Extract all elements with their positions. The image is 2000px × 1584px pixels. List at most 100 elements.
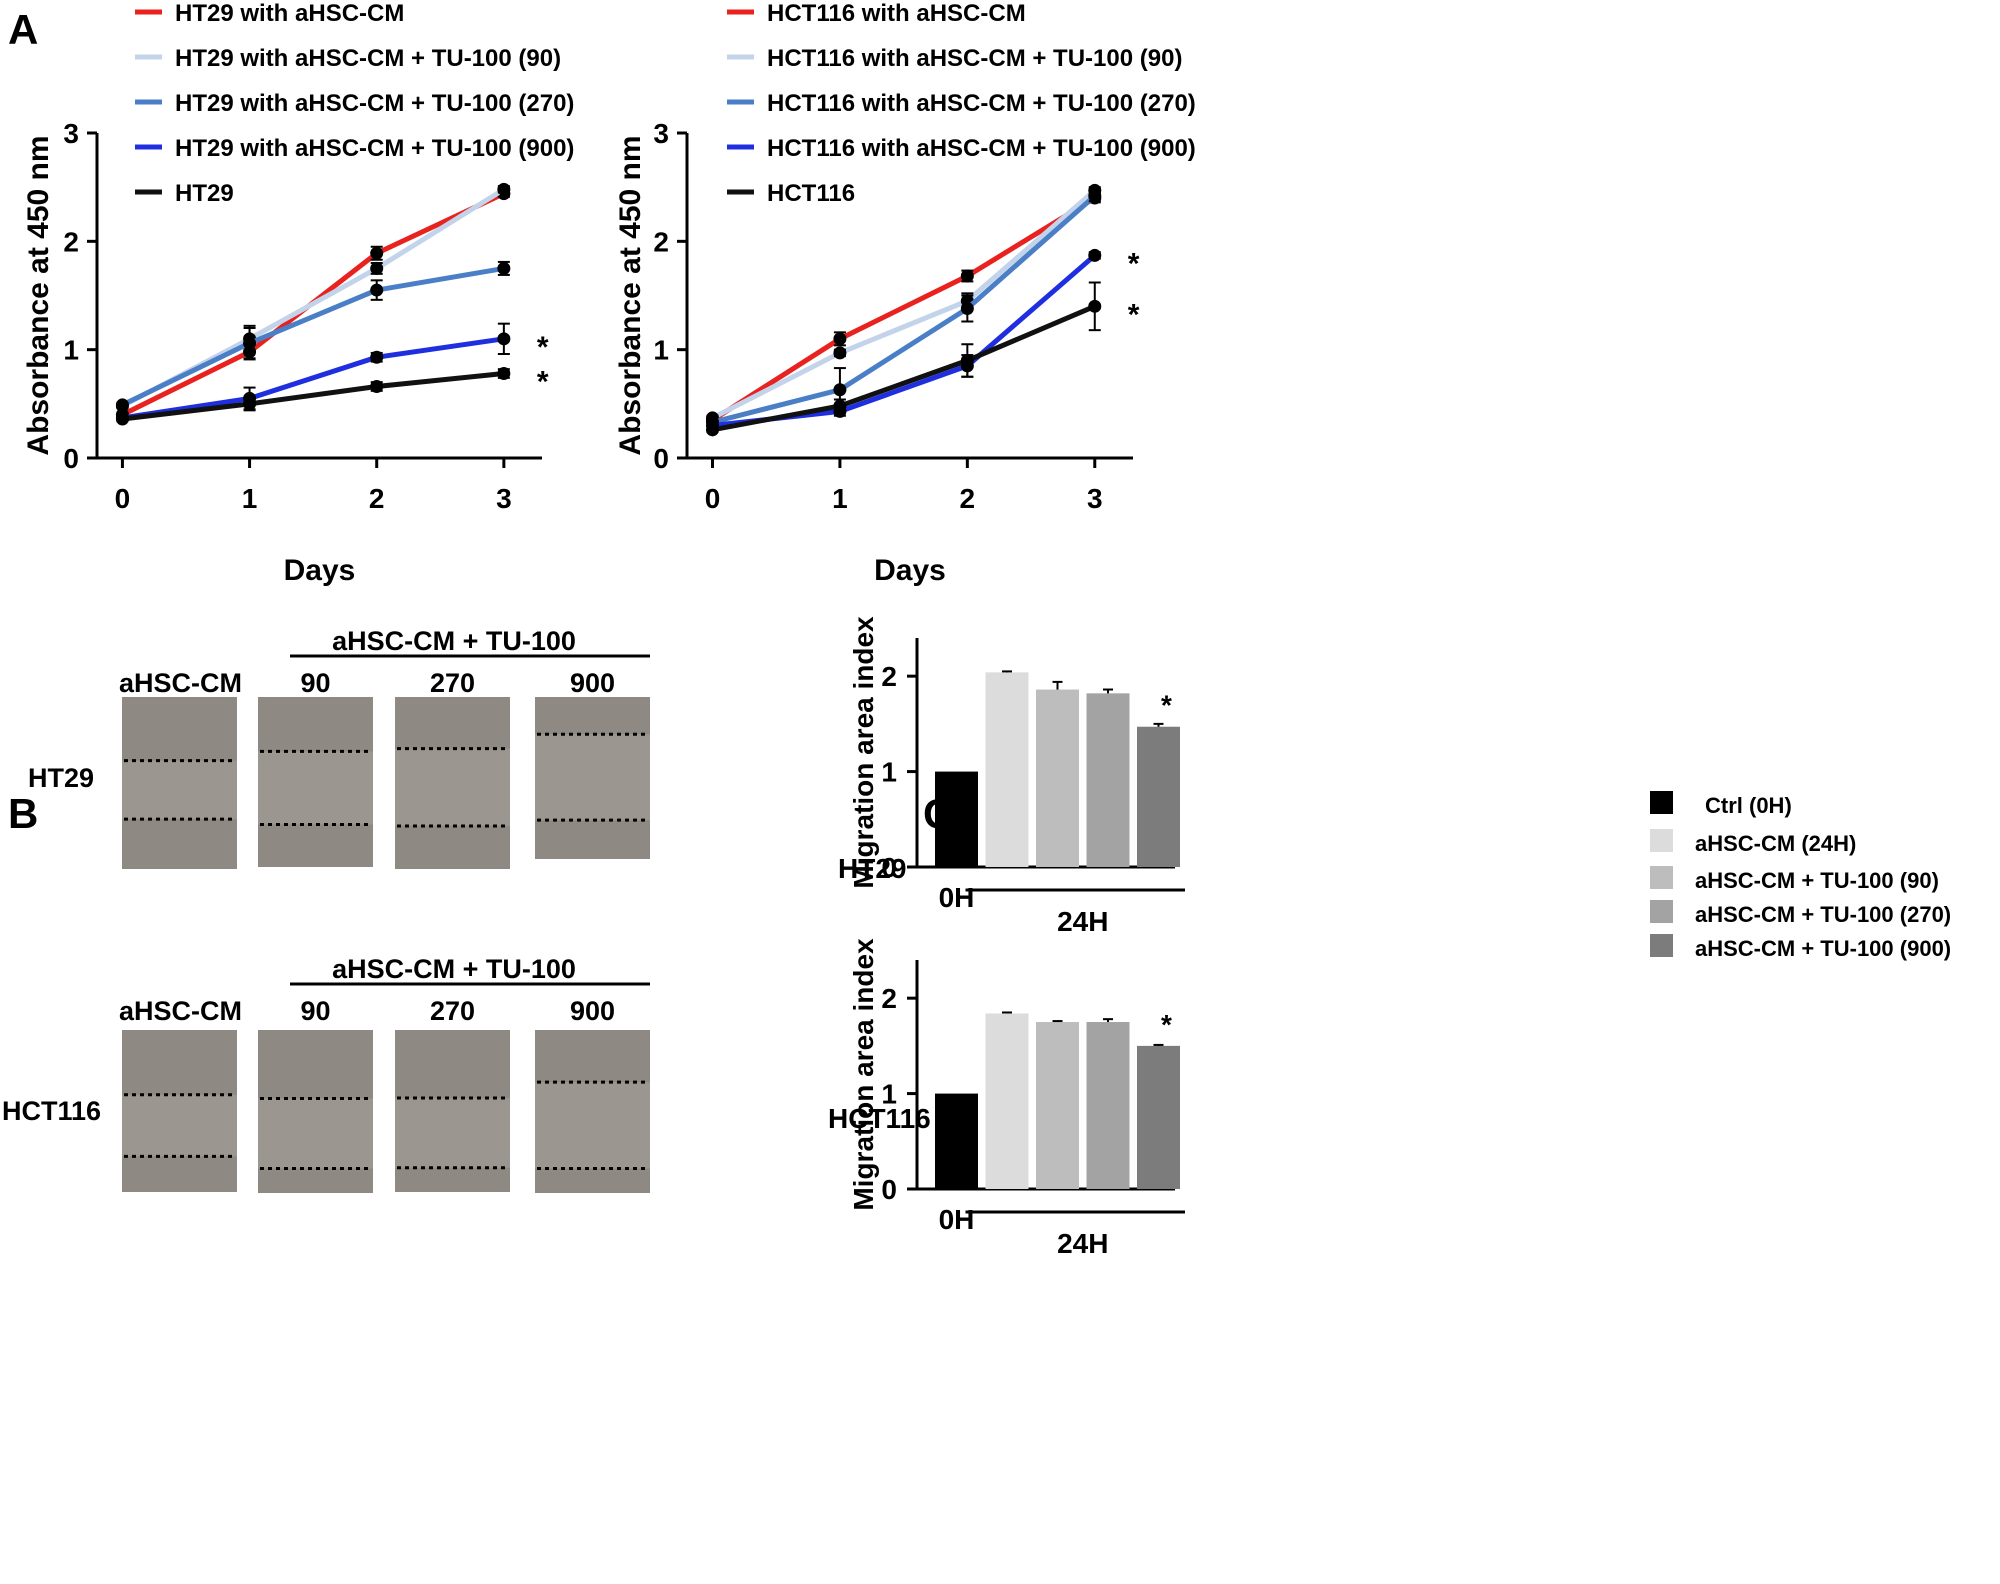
data-point: [833, 399, 847, 413]
bar: [1137, 726, 1180, 867]
chart-c-legend: Ctrl (0H) aHSC-CM (24H) aHSC-CM + TU-100 (…: [1650, 791, 1951, 961]
y-tick-label: 2: [653, 226, 669, 257]
wound-area: [395, 748, 510, 826]
data-point: [833, 332, 847, 346]
series-line: [711, 195, 1097, 423]
data-point: [243, 397, 257, 411]
panel-b-label: B: [8, 790, 38, 837]
data-point: [370, 380, 384, 393]
data-point: [497, 332, 511, 346]
legend-swatch: [1650, 829, 1673, 852]
legend-swatch: [1650, 934, 1673, 957]
column-label: 900: [570, 668, 615, 698]
treatment-header: aHSC-CM + TU-100: [332, 954, 576, 984]
series-line: [121, 265, 505, 408]
y-tick-label: 0: [881, 1174, 897, 1205]
legend-label: aHSC-CM + TU-100 (90): [1695, 868, 1939, 893]
panel-b-micrographs: aHSC-CM + TU-100 aHSC-CM 90 270 900 HT29 aHSC-…: [2, 626, 650, 1193]
series-line: [122, 371, 505, 422]
wound-area: [395, 1098, 510, 1168]
legend-label: HT29 with aHSC-CM + TU-100 (900): [175, 135, 574, 162]
x-tick-label: 2: [369, 483, 385, 514]
data-point: [497, 182, 511, 196]
series-line: [711, 188, 1097, 421]
data-point: [1088, 189, 1102, 203]
legend-label: HT29: [175, 180, 234, 207]
row-label: HT29: [838, 853, 906, 884]
significance-star: *: [1161, 1009, 1172, 1040]
series-line: [712, 253, 1097, 428]
y-tick-label: 1: [881, 1079, 897, 1110]
x-tick-label: 0: [115, 483, 131, 514]
bar: [1137, 1045, 1180, 1189]
bar: [935, 1093, 978, 1189]
legend-label: aHSC-CM (24H): [1695, 831, 1856, 856]
legend-label: HCT116: [767, 180, 855, 207]
y-tick-label: 1: [63, 335, 79, 366]
y-tick-label: 2: [881, 983, 897, 1014]
legend-label: HCT116 with aHSC-CM + TU-100 (900): [767, 135, 1196, 162]
row-label: HCT116: [2, 1096, 101, 1126]
x-tick-label: 3: [1087, 483, 1103, 514]
column-label: aHSC-CM: [119, 668, 242, 698]
data-point: [115, 398, 129, 412]
column-label: 270: [430, 996, 475, 1026]
x-tick-label: 2: [960, 483, 976, 514]
row-label: HCT116: [828, 1103, 931, 1134]
legend-label: HT29 with aHSC-CM + TU-100 (90): [175, 45, 561, 72]
data-point: [705, 423, 719, 437]
y-axis-title: Absorbance at 450 nm: [22, 135, 55, 455]
legend-label: aHSC-CM + TU-100 (900): [1695, 936, 1951, 961]
column-label: 90: [300, 668, 330, 698]
y-tick-label: 0: [881, 852, 897, 883]
column-label: 900: [570, 996, 615, 1026]
data-point: [497, 261, 511, 275]
y-axis-title: Absorbance at 450 nm: [614, 135, 647, 455]
group-label-24h: 24H: [1057, 906, 1108, 937]
treatment-header: aHSC-CM + TU-100: [332, 626, 576, 656]
x-axis-title: Days: [874, 554, 946, 587]
y-axis-title: Migration area index: [848, 616, 879, 889]
data-point: [960, 302, 974, 315]
data-point: [960, 354, 974, 367]
y-tick-label: 2: [881, 661, 897, 692]
y-tick-label: 3: [63, 118, 79, 149]
group-label-0h: 0H: [939, 1204, 975, 1235]
y-tick-label: 0: [63, 443, 79, 474]
group-label-24h: 24H: [1057, 1228, 1108, 1259]
significance-star: *: [537, 331, 549, 364]
y-tick-label: 3: [653, 118, 669, 149]
column-label: aHSC-CM: [119, 996, 242, 1026]
significance-star: *: [537, 366, 549, 399]
row-label: HT29: [28, 763, 94, 793]
data-point: [833, 383, 847, 397]
legend-swatch: [1650, 791, 1673, 814]
wound-area: [535, 734, 650, 821]
data-point: [370, 350, 384, 364]
data-point: [960, 269, 974, 283]
bar: [1086, 1022, 1130, 1189]
y-axis-title: Migration area index: [848, 938, 879, 1211]
data-point: [1088, 248, 1102, 262]
bar: [935, 771, 978, 867]
bar: [1036, 1022, 1079, 1189]
wound-area: [258, 751, 373, 825]
column-label: 90: [300, 996, 330, 1026]
wound-area: [122, 760, 237, 820]
data-point: [370, 261, 384, 275]
legend-label: HCT116 with aHSC-CM + TU-100 (270): [767, 90, 1196, 117]
data-point: [1088, 299, 1102, 313]
y-tick-label: 2: [63, 226, 79, 257]
panel-a-label: A: [8, 6, 38, 53]
legend-label: Ctrl (0H): [1705, 793, 1792, 818]
column-label: 270: [430, 668, 475, 698]
x-tick-label: 1: [242, 483, 258, 514]
legend-swatch: [1650, 866, 1673, 889]
legend-label: HCT116 with aHSC-CM + TU-100 (90): [767, 45, 1182, 72]
legend-swatch: [1650, 900, 1673, 923]
bar: [1036, 689, 1079, 867]
bar: [985, 1013, 1029, 1189]
x-tick-label: 1: [832, 483, 848, 514]
